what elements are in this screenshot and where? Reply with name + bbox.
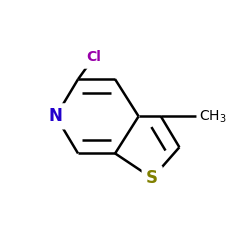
Text: CH$_3$: CH$_3$ bbox=[199, 106, 234, 126]
Text: S: S bbox=[146, 169, 158, 187]
Text: S: S bbox=[145, 168, 160, 188]
Text: N: N bbox=[47, 106, 64, 126]
Text: N: N bbox=[49, 107, 63, 125]
Text: Cl: Cl bbox=[84, 48, 104, 66]
Text: Cl: Cl bbox=[87, 50, 102, 64]
Text: CH$_3$: CH$_3$ bbox=[199, 108, 227, 124]
